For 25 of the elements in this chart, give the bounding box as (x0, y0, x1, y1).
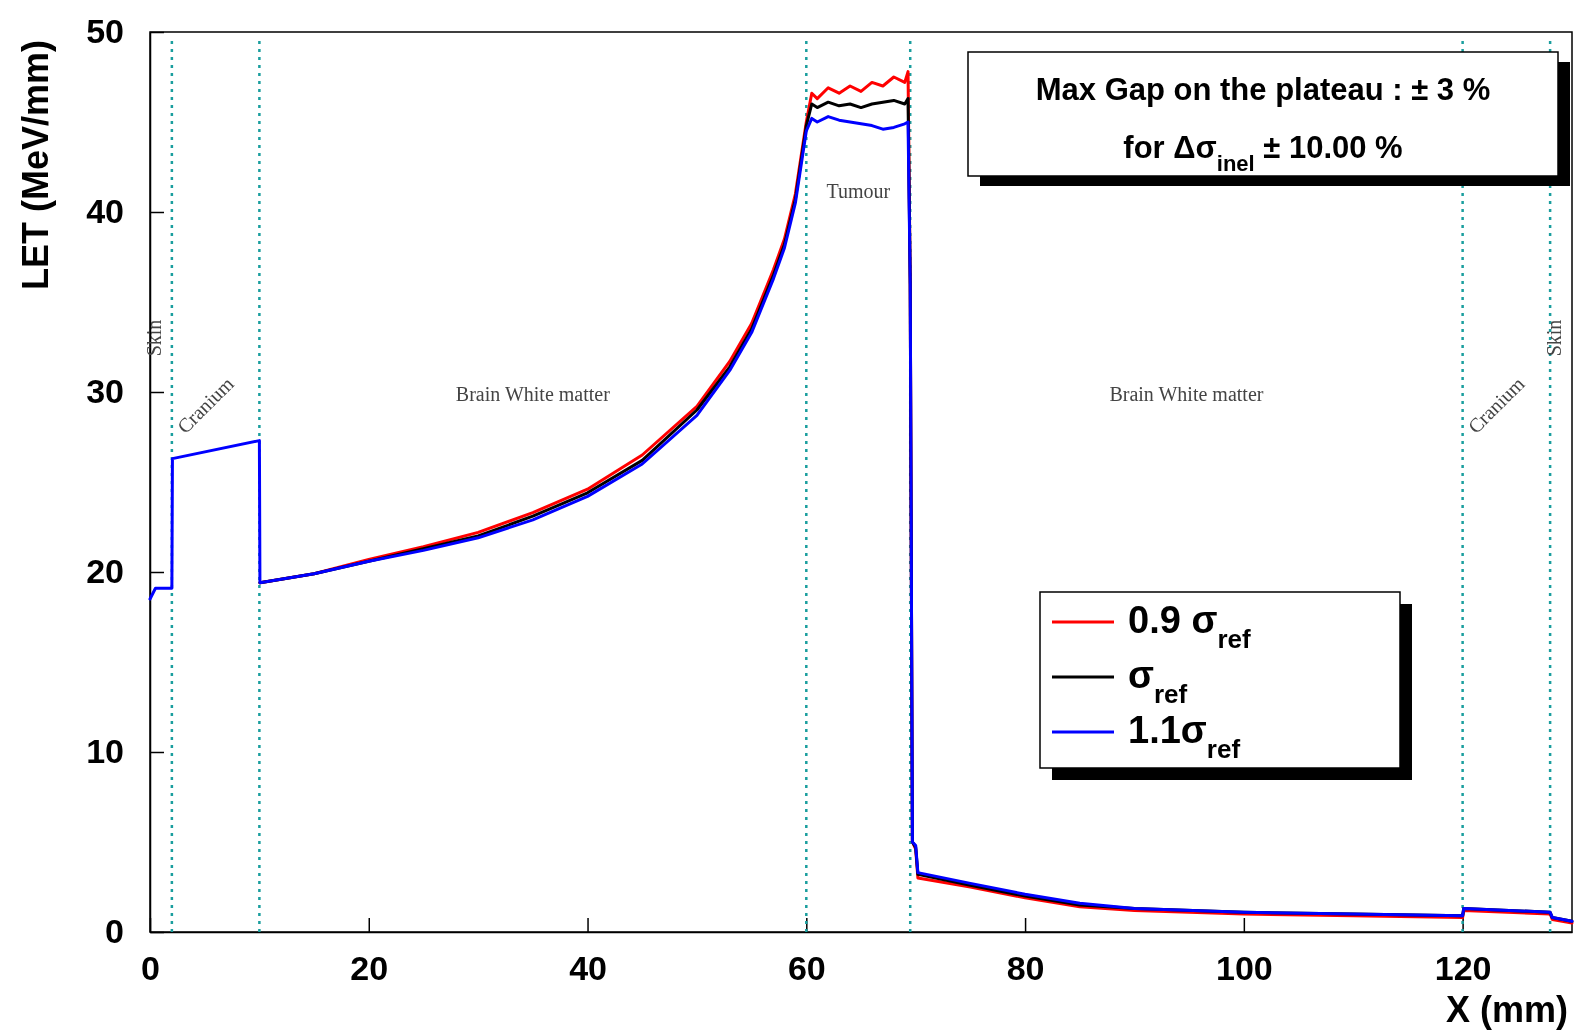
annotation: Max Gap on the plateau : ± 3 % (1035, 72, 1491, 107)
y-tick-label: 40 (86, 192, 124, 231)
annotation: Skin (142, 319, 165, 357)
annotation: Brain White matter (455, 383, 611, 405)
x-tick-label: 100 (1215, 949, 1273, 988)
x-tick-label: 120 (1434, 949, 1492, 988)
y-tick-label: 20 (86, 552, 124, 591)
annotation: Brain White matter (1109, 383, 1264, 405)
y-axis-title: LET (MeV/mm) (15, 40, 56, 291)
x-tick-label: 60 (787, 949, 826, 988)
annotation: Skin (1543, 319, 1566, 357)
x-tick-label: 40 (569, 949, 607, 988)
legend-label: 0.9 σ$_{ref}$ (1128, 599, 1251, 655)
x-axis-title: X (mm) (1445, 989, 1568, 1030)
legend-label: 1.1σ$_{ref}$ (1128, 709, 1241, 765)
y-tick-label: 30 (86, 372, 124, 411)
y-tick-label: 10 (86, 732, 124, 771)
x-tick-label: 80 (1006, 949, 1045, 988)
y-tick-label: 50 (86, 12, 124, 51)
x-tick-label: 20 (350, 949, 389, 988)
annotation: for Δσ$_{inel}$ ± 10.00 % (1123, 130, 1403, 176)
x-tick-label: 0 (141, 949, 160, 988)
annotation: Tumour (826, 179, 891, 202)
y-tick-label: 0 (105, 912, 124, 951)
legend-label: σ$_{ref}$ (1128, 654, 1188, 710)
